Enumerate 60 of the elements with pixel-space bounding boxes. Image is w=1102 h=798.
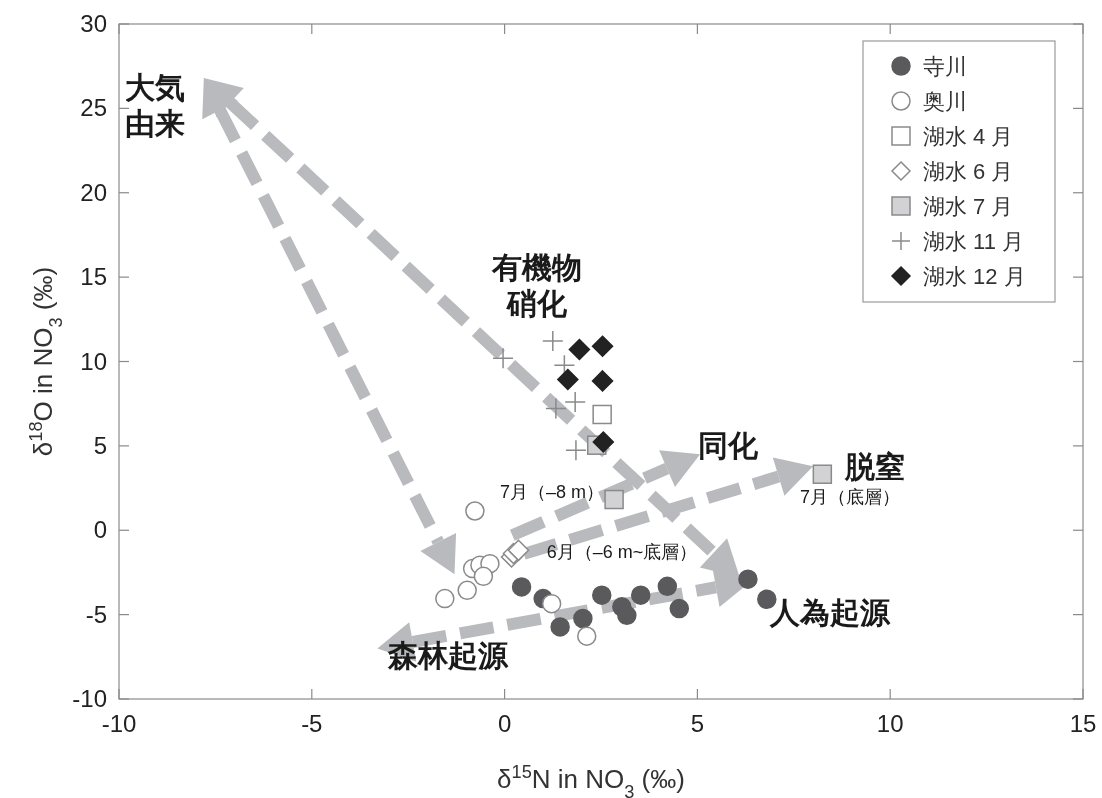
point: [591, 370, 614, 392]
x-tick-label: 5: [690, 710, 705, 737]
y-tick-label: 30: [80, 10, 107, 37]
y-tick-label: 0: [93, 516, 107, 544]
y-tick-label: 15: [80, 263, 107, 291]
x-axis-title: δ$^{15}$N in NO$_{3}$ (‰): [497, 762, 685, 798]
annotation: 森林起源: [387, 638, 509, 672]
point: [507, 539, 530, 562]
point: [557, 368, 579, 391]
point: [592, 585, 612, 605]
legend-label: 寺川: [923, 54, 967, 79]
point: [657, 576, 678, 597]
annotation: 7月（–8 m）: [499, 482, 605, 503]
annotation: 人為起源: [769, 595, 891, 629]
annotation: 大気由来: [125, 70, 185, 140]
point: [591, 335, 614, 358]
point: [617, 605, 637, 626]
legend-label: 湖水 12 月: [923, 264, 1026, 289]
legend-label: 湖水 4 月: [923, 124, 1014, 149]
legend-label: 湖水 7 月: [923, 194, 1014, 219]
x-tick-label: -5: [301, 710, 323, 737]
y-tick-label: 20: [80, 178, 107, 206]
annotation: 有機物硝化: [491, 250, 582, 320]
point: [738, 569, 758, 589]
point: [435, 588, 455, 609]
point: [568, 338, 591, 361]
point: [630, 585, 651, 605]
point: [573, 608, 593, 629]
point: [812, 464, 833, 484]
point: [576, 626, 597, 646]
point: [457, 580, 477, 601]
point: [473, 566, 494, 587]
legend-label: 湖水 11 月: [923, 229, 1025, 254]
x-tick-label: 15: [1069, 710, 1097, 737]
y-tick-label: 5: [93, 431, 107, 459]
y-tick-label: -10: [72, 685, 107, 712]
x-tick-label: 10: [876, 710, 904, 737]
point: [492, 347, 514, 370]
point: [565, 439, 587, 462]
x-tick-label: 0: [497, 710, 512, 737]
annotation: 6月（–6 m~底層）: [546, 542, 698, 563]
point: [542, 330, 564, 352]
annotation: 脱窒: [844, 449, 905, 483]
point: [604, 489, 624, 510]
point: [669, 598, 690, 619]
point: [511, 577, 532, 597]
y-tick-label: -5: [85, 600, 107, 628]
y-tick-label: 25: [80, 94, 107, 122]
legend-label: 奥川: [923, 89, 967, 114]
y-tick-label: 10: [80, 347, 107, 375]
annotation: 7月（底層）: [799, 487, 901, 508]
point: [545, 397, 567, 420]
point: [465, 501, 485, 521]
point: [541, 593, 562, 614]
point: [592, 404, 612, 425]
point: [550, 617, 570, 637]
legend-label: 湖水 6 月: [923, 159, 1014, 184]
annotation: 同化: [698, 428, 759, 462]
point: [592, 431, 615, 453]
point: [564, 391, 586, 413]
